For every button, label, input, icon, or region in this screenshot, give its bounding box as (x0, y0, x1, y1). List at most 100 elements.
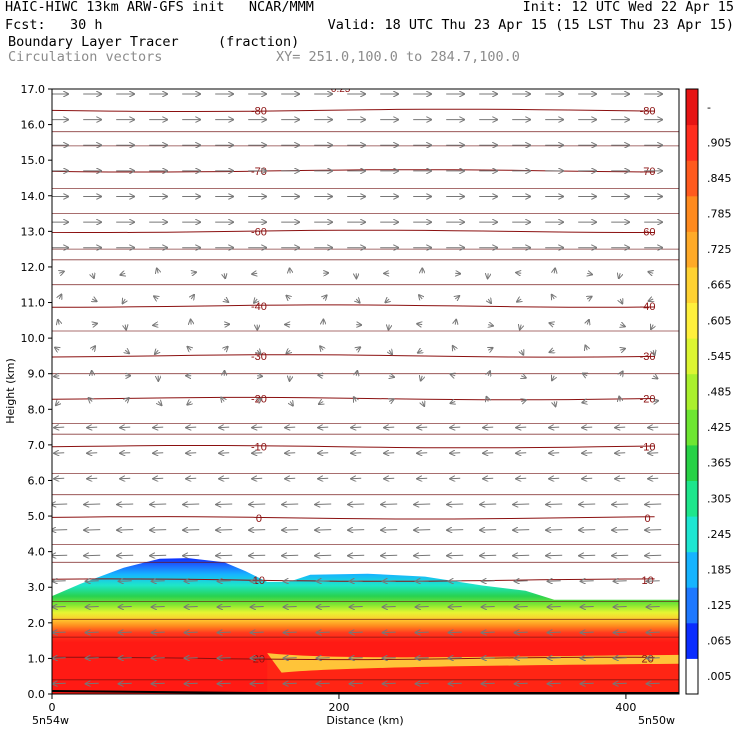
circulation-vector (488, 299, 491, 303)
colorbar-swatch (686, 124, 698, 161)
circulation-vector (587, 297, 591, 299)
circulation-vector (123, 299, 126, 303)
circulation-vector (153, 325, 158, 326)
contour-label: -70 (640, 166, 656, 178)
circulation-vector (516, 453, 527, 454)
circulation-vector (319, 402, 323, 405)
colorbar-swatch (686, 622, 698, 659)
circulation-vector (389, 350, 392, 354)
circulation-vector (579, 504, 596, 505)
circulation-vector (648, 272, 653, 274)
circulation-vector (317, 607, 330, 608)
circulation-vector (52, 555, 68, 556)
circulation-vector (515, 581, 528, 582)
circulation-vector (186, 478, 197, 479)
circulation-vector (224, 299, 228, 302)
colorbar-swatch (686, 587, 698, 624)
colorbar-label: - (707, 101, 711, 114)
colorbar-swatch (686, 302, 698, 339)
circulation-vector (419, 295, 422, 299)
circulation-vector (653, 350, 654, 355)
circulation-vector (52, 530, 68, 531)
circulation-vector (480, 504, 497, 505)
colorbar-label: .545 (707, 350, 732, 363)
circulation-vector (549, 453, 560, 454)
circulation-vector (520, 325, 521, 330)
circulation-vector (185, 683, 198, 684)
circulation-vector (284, 658, 297, 659)
circulation-vector (284, 581, 297, 582)
y-tick-label: 8.0 (28, 403, 46, 416)
vector-label: Circulation vectors (8, 49, 163, 65)
circulation-vector (185, 607, 198, 608)
contour-label: -10 (640, 442, 656, 454)
contour-line (52, 229, 655, 233)
circulation-vector (449, 683, 462, 684)
circulation-vector (384, 478, 395, 479)
circulation-vector (221, 398, 224, 402)
circulation-vector (54, 376, 59, 377)
circulation-vector (649, 299, 654, 301)
y-tick-label: 7.0 (28, 439, 46, 452)
circulation-vector (422, 402, 424, 407)
circulation-vector (183, 555, 200, 556)
circulation-vector (619, 397, 620, 402)
plot-frame (51, 88, 680, 695)
circulation-vector (84, 530, 101, 531)
circulation-vector (488, 348, 492, 350)
circulation-vector (92, 371, 93, 376)
contour-line (52, 354, 655, 358)
colorbar-label: .905 (707, 136, 732, 149)
circulation-vector (581, 607, 594, 608)
circulation-vector (619, 273, 620, 278)
circulation-vector (282, 530, 299, 531)
circulation-vector (285, 478, 296, 479)
colorbar-label: .185 (707, 563, 732, 576)
y-axis-label: Height (km) (4, 358, 17, 424)
circulation-vector (152, 658, 165, 659)
circulation-vector (218, 683, 231, 684)
circulation-vector (249, 530, 266, 531)
circulation-vector (482, 683, 495, 684)
circulation-vector (548, 658, 561, 659)
circulation-vector (356, 347, 360, 350)
circulation-vector (315, 504, 332, 505)
circulation-vector (482, 632, 495, 633)
circulation-vector (53, 607, 66, 608)
circulation-vector (648, 453, 659, 454)
circulation-vector (416, 607, 429, 608)
circulation-vector (455, 320, 456, 325)
x-axis-label: Distance (km) (326, 714, 403, 727)
circulation-vector (125, 398, 129, 402)
circulation-vector (383, 581, 396, 582)
circulation-vector (188, 347, 192, 350)
circulation-vector (356, 371, 357, 376)
colorbar-label: .605 (707, 314, 732, 327)
circulation-vector (449, 658, 462, 659)
colorbar-swatch (686, 266, 698, 303)
circulation-vector (383, 658, 396, 659)
circulation-vector (381, 504, 398, 505)
circulation-vector (480, 555, 497, 556)
circulation-vector (648, 427, 659, 428)
xy-label: XY= 251.0,100.0 to 284.7,100.0 (276, 49, 520, 65)
circulation-vector (648, 478, 659, 479)
circulation-vector (455, 296, 459, 299)
circulation-vector (257, 399, 261, 402)
contour-label: 0 (256, 513, 262, 525)
circulation-vector (86, 607, 99, 608)
contour-label: -10 (251, 442, 267, 454)
circulation-vector (381, 530, 398, 531)
contour-label: -80 (640, 105, 656, 117)
circulation-vector (645, 555, 662, 556)
circulation-vector (614, 632, 627, 633)
circulation-vector (120, 427, 131, 428)
title-left-1: HAIC-HIWC 13km ARW-GFS init NCAR/MMM (5, 0, 314, 15)
circulation-vector (150, 530, 167, 531)
circulation-vector (615, 478, 626, 479)
circulation-vector (449, 632, 462, 633)
y-tick-label: 11.0 (21, 297, 46, 310)
circulation-vector (185, 581, 198, 582)
circulation-vector (447, 555, 464, 556)
